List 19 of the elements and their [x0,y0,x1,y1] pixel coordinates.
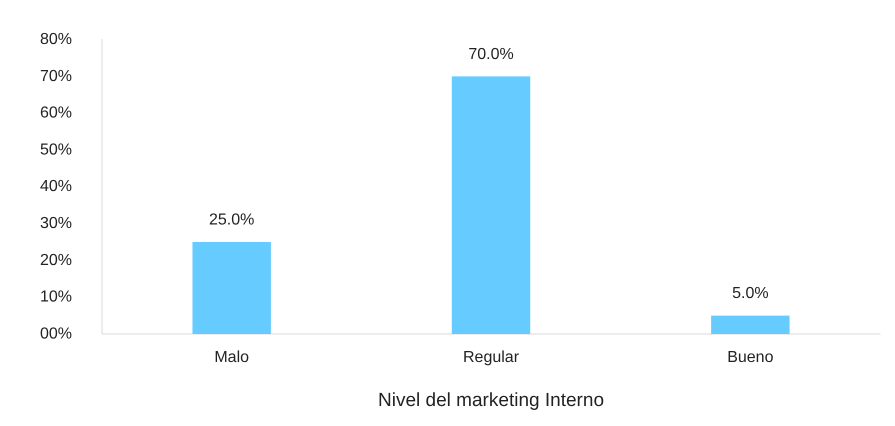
data-label: 70.0% [468,46,514,63]
data-label: 25.0% [209,211,254,228]
y-tick-label: 30% [40,215,72,232]
x-axis-title: Nivel del marketing Interno [378,390,604,411]
bar [711,316,790,334]
y-tick-label: 70% [40,68,72,85]
bar [192,242,271,334]
y-tick-label: 10% [40,288,72,306]
x-tick-label: Malo [214,349,250,366]
x-tick-label: Regular [462,349,520,366]
data-label: 5.0% [732,285,769,302]
y-tick-label: 00% [40,325,72,342]
y-tick-label: 50% [40,141,72,158]
y-tick-label: 80% [40,31,72,48]
y-tick-label: 60% [40,104,72,122]
y-tick-label: 40% [40,178,72,196]
bar [452,76,530,334]
y-tick-label: 20% [40,252,72,269]
x-tick-label: Bueno [727,349,774,366]
